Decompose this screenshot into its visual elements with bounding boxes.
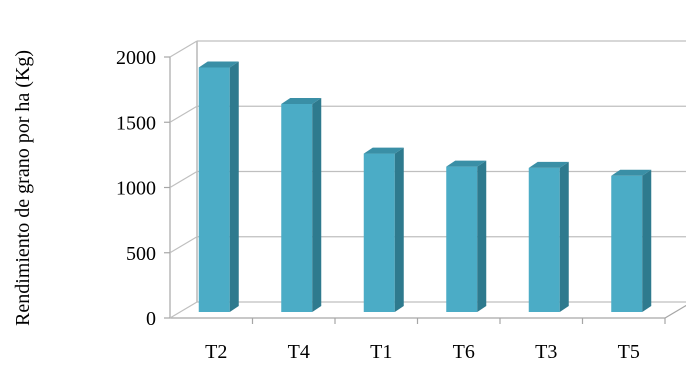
gridline-side xyxy=(169,301,198,319)
bar-side xyxy=(477,160,487,312)
bar xyxy=(446,160,487,312)
gridline-side xyxy=(169,236,198,254)
y-tick-label: 1500 xyxy=(116,112,156,134)
x-tick-label: T6 xyxy=(453,341,475,363)
y-tick-label: 1000 xyxy=(116,178,156,200)
bar-front xyxy=(363,153,395,312)
x-tick-label: T3 xyxy=(535,341,557,363)
gridlines xyxy=(164,40,686,319)
bar xyxy=(281,97,322,312)
bar-top xyxy=(198,61,239,68)
bar xyxy=(611,169,652,312)
x-tick-label: T4 xyxy=(288,341,310,363)
y-tick-label: 0 xyxy=(146,308,156,330)
bar-top xyxy=(363,147,404,154)
bar-top xyxy=(446,160,487,167)
floor-front-edge xyxy=(170,304,686,319)
y-tick-labels: 0 500 1000 1500 2000 xyxy=(116,47,156,330)
x-tick-labels: T2 T4 T1 T6 T3 T5 xyxy=(205,318,666,363)
bars xyxy=(198,61,652,312)
bar-front xyxy=(528,167,560,312)
x-tick-label: T2 xyxy=(205,341,227,363)
bar-top xyxy=(611,169,652,176)
bar-side xyxy=(394,147,404,312)
chart-walls xyxy=(169,41,686,319)
bar-top xyxy=(281,97,322,104)
gridline-side xyxy=(169,105,198,123)
bar-front xyxy=(446,166,478,312)
bar-front xyxy=(198,67,230,312)
y-axis-title: Rendimiento de grano por ha (Kg) xyxy=(12,50,34,326)
bar-side xyxy=(559,161,569,312)
y-tick-label: 500 xyxy=(126,243,156,265)
x-tick-label: T1 xyxy=(370,341,392,363)
bar-side xyxy=(642,169,652,312)
gridline-side xyxy=(169,40,198,58)
bar-side xyxy=(312,97,322,312)
bar-top xyxy=(528,161,569,168)
bar-front xyxy=(611,175,643,312)
gridline-side xyxy=(169,170,198,189)
bar-side xyxy=(229,61,239,312)
x-tick-label: T5 xyxy=(618,341,640,363)
bar xyxy=(198,61,239,312)
bar xyxy=(528,161,569,312)
bar-front xyxy=(281,103,313,312)
y-tick-label: 2000 xyxy=(116,47,156,69)
bar xyxy=(363,147,404,312)
